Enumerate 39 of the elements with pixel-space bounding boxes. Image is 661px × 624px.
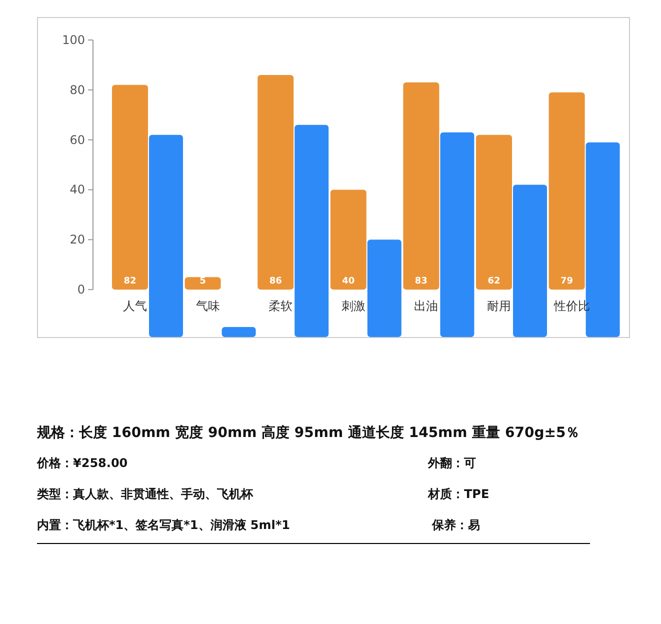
bar <box>112 84 148 290</box>
y-tick-label: 80 <box>70 82 85 97</box>
x-tick-label: 刺激 <box>341 299 366 313</box>
x-tick-label: 出油 <box>414 299 438 313</box>
y-tick-label: 20 <box>70 232 85 247</box>
data-label: 82 <box>124 276 136 287</box>
bar <box>513 184 547 337</box>
bar <box>258 74 294 290</box>
data-label: 79 <box>560 276 574 287</box>
bar <box>149 134 183 337</box>
x-tick-label: 耐用 <box>487 299 511 313</box>
x-tick-label: 人气 <box>123 299 147 313</box>
text: 类型：真人款、非贯通性、手动、飞机杯 <box>36 487 254 501</box>
data-label: 86 <box>269 276 282 287</box>
bar <box>403 82 440 290</box>
data-label: 83 <box>414 276 428 287</box>
x-tick-label: 柔软 <box>268 299 293 313</box>
y-tick-label: 0 <box>77 282 85 297</box>
data-label: 5 <box>200 276 206 287</box>
bar <box>548 92 585 290</box>
y-tick-label: 40 <box>70 182 85 197</box>
bar <box>184 277 221 290</box>
data-label: 40 <box>342 276 355 287</box>
bar <box>294 124 329 337</box>
bar <box>367 240 402 337</box>
data-label: 62 <box>488 276 500 287</box>
bar <box>476 134 512 290</box>
text: 保养：易 <box>431 518 480 532</box>
y-tick-label: 100 <box>62 33 85 47</box>
x-tick-label: 气味 <box>196 299 220 313</box>
text: 规格：长度 160mm 宽度 90mm 高度 95mm 通道长度 145mm 重量 670g±5％ <box>36 424 580 441</box>
text: 外翻：可 <box>427 456 476 470</box>
text: 材质：TPE <box>427 487 490 501</box>
y-tick-label: 60 <box>70 132 85 147</box>
text: 价格：¥258.00 <box>36 456 128 470</box>
bar <box>330 190 366 290</box>
bar <box>222 327 256 337</box>
text: 内置：飞机杯*1、签名写真*1、润滑液 5ml*1 <box>37 518 290 532</box>
bar <box>440 132 474 337</box>
